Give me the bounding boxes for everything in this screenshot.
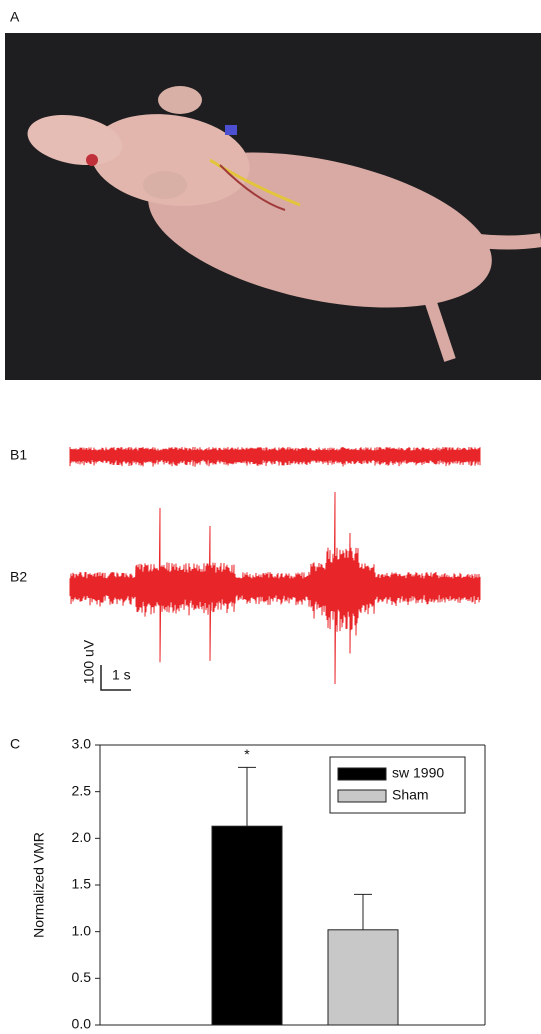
legend-swatch	[338, 768, 386, 780]
legend-swatch	[338, 790, 386, 802]
bar	[328, 930, 398, 1025]
y-tick-label: 0.5	[72, 969, 92, 985]
y-tick-label: 1.0	[72, 922, 92, 938]
y-axis-title: Normalized VMR	[31, 832, 47, 938]
annotation: *	[244, 746, 250, 762]
y-tick-label: 1.5	[72, 876, 92, 892]
legend-label: Sham	[392, 787, 429, 803]
figure: A B1 B2 100 uV 1 s C Normalized VMR 0.0 0…	[0, 0, 541, 1034]
panel-label: A	[10, 9, 20, 25]
emg-trace	[70, 492, 480, 684]
y-tick-label: 3.0	[72, 736, 92, 752]
panel-label: B1	[10, 447, 27, 463]
bar	[212, 826, 282, 1025]
y-tick-label: 0.0	[72, 1016, 92, 1032]
legend-label: sw 1990	[392, 765, 444, 781]
panel-label: C	[10, 736, 20, 752]
emg-trace	[70, 447, 480, 467]
y-tick-label: 2.0	[72, 829, 92, 845]
panel-label: B2	[10, 569, 27, 585]
y-tick-label: 2.5	[72, 782, 92, 798]
photo	[5, 33, 541, 380]
scale-label: 1 s	[112, 667, 131, 683]
scale-label: 100 uV	[81, 639, 97, 684]
